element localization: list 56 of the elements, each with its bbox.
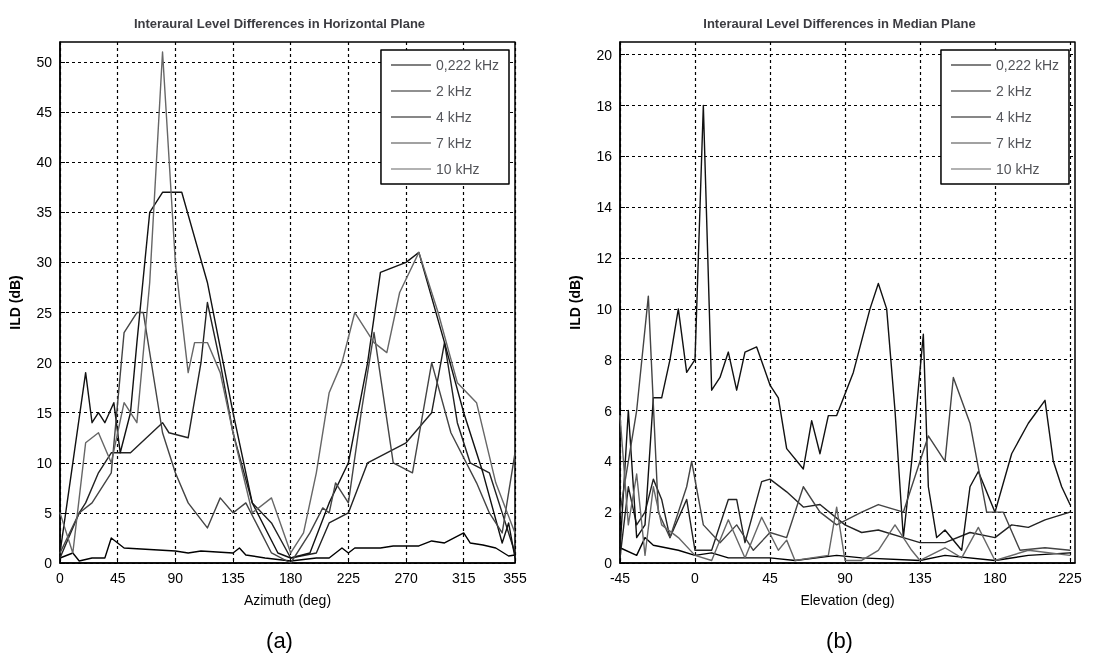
text: (a): [266, 627, 293, 653]
x-tick-label: 225: [1058, 570, 1082, 586]
y-tick-label: 40: [36, 154, 53, 171]
x-tick-label: 0: [691, 570, 700, 586]
x-tick-label: 90: [837, 570, 853, 586]
legend-label: 0,222 kHz: [995, 57, 1060, 73]
y-tick-label: 45: [36, 104, 53, 121]
x-axis-title: Azimuth (deg): [243, 592, 332, 608]
x-tick-label: 45: [109, 570, 126, 586]
y-tick-label: 6: [604, 402, 613, 419]
y-tick-label: 20: [596, 46, 613, 63]
y-tick-label: 25: [36, 304, 53, 321]
y-tick-label: 35: [36, 204, 53, 221]
y-tick-label: 14: [596, 199, 613, 216]
y-tick-label: 12: [596, 250, 613, 267]
legend-label: 7 kHz: [435, 135, 472, 151]
y-tick-label: 30: [36, 254, 53, 271]
y-tick-label: 0: [44, 555, 53, 571]
y-tick-label: 4: [604, 453, 613, 470]
x-tick-label: 355: [503, 570, 527, 586]
x-tick-label: 135: [908, 570, 932, 586]
x-tick-label: 90: [167, 570, 184, 586]
x-tick-label: 45: [762, 570, 778, 586]
y-axis-title: ILD (dB): [7, 275, 23, 330]
x-tick-label: 180: [983, 570, 1007, 586]
chart-title: Interaural Level Differences in Median Plane: [703, 16, 976, 31]
y-tick-label: 5: [44, 504, 53, 521]
y-tick-label: 16: [596, 148, 613, 165]
y-tick-label: 50: [36, 54, 53, 71]
text: (b): [826, 627, 853, 653]
x-tick-label: 135: [221, 570, 245, 586]
y-tick-label: 10: [36, 454, 53, 471]
chart-title: Interaural Level Differences in Horizontal Plane: [133, 16, 426, 31]
x-tick-label: 0: [56, 570, 65, 586]
y-tick-label: 20: [36, 354, 53, 371]
y-tick-label: 0: [604, 555, 613, 571]
y-tick-label: 18: [596, 97, 613, 114]
y-tick-label: 8: [604, 351, 613, 368]
x-tick-label: 180: [279, 570, 303, 586]
legend-label: 4 kHz: [995, 109, 1032, 125]
y-tick-label: 2: [604, 504, 613, 521]
y-axis-title: ILD (dB): [567, 275, 583, 330]
legend-label: 10 kHz: [435, 161, 480, 177]
x-tick-label: 315: [452, 570, 476, 586]
legend-label: 0,222 kHz: [435, 57, 500, 73]
x-tick-label: 270: [394, 570, 418, 586]
x-axis-title: Elevation (deg): [800, 592, 895, 608]
x-tick-label: -45: [609, 570, 631, 586]
legend-label: 4 kHz: [435, 109, 472, 125]
x-tick-label: 225: [336, 570, 361, 586]
y-tick-label: 10: [596, 300, 613, 317]
y-tick-label: 15: [36, 404, 53, 421]
legend-label: 2 kHz: [995, 83, 1032, 99]
legend-label: 10 kHz: [995, 161, 1040, 177]
legend-label: 2 kHz: [435, 83, 472, 99]
legend-label: 7 kHz: [995, 135, 1032, 151]
